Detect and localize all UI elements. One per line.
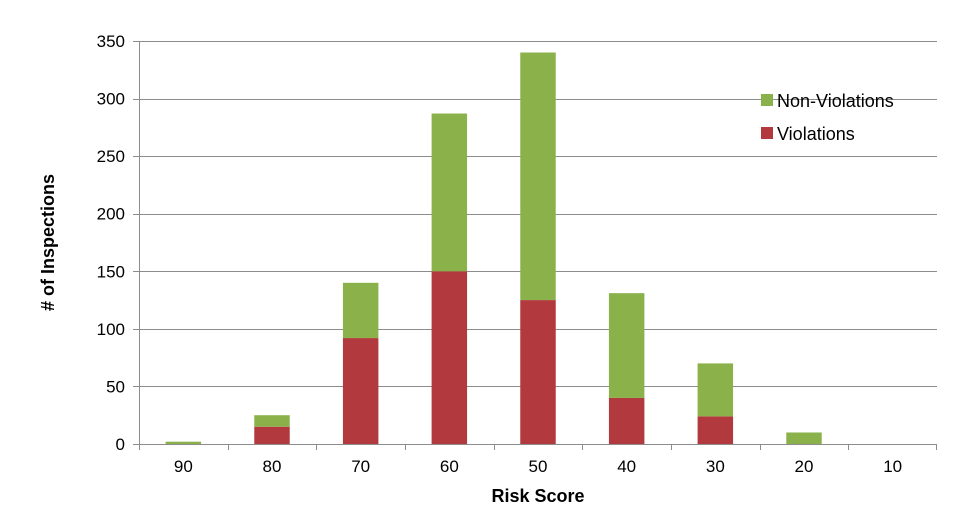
bar-non-violations-20 <box>786 432 822 444</box>
y-tick-label: 50 <box>106 377 125 396</box>
y-tick-label: 0 <box>116 435 125 454</box>
bars <box>165 52 822 444</box>
x-tick-labels: 90 80 70 60 50 40 30 20 10 <box>174 457 902 476</box>
x-tick-label: 50 <box>529 457 548 476</box>
y-axis-title: # of Inspections <box>38 174 58 311</box>
bar-non-violations-80 <box>254 415 290 427</box>
x-tick-label: 80 <box>263 457 282 476</box>
y-tick-label: 350 <box>97 32 125 51</box>
bar-violations-40 <box>608 397 645 444</box>
legend-swatch-non-violations <box>761 94 773 106</box>
bar-violations-70 <box>342 338 379 444</box>
x-tick-label: 10 <box>883 457 902 476</box>
bar-violations-50 <box>520 300 556 444</box>
axes <box>133 41 937 450</box>
bar-non-violations-70 <box>342 282 379 339</box>
bar-violations-80 <box>254 426 290 444</box>
bar-non-violations-50 <box>520 52 556 301</box>
y-tick-label: 300 <box>97 90 125 109</box>
legend-label-violations: Violations <box>777 124 855 144</box>
legend: Non-Violations Violations <box>761 91 894 144</box>
bar-violations-60 <box>431 271 468 444</box>
y-tick-label: 150 <box>97 262 125 281</box>
y-tick-label: 100 <box>97 320 125 339</box>
bar-non-violations-30 <box>697 363 734 417</box>
bar-violations-30 <box>697 416 734 444</box>
y-tick-labels: 0 50 100 150 200 250 300 350 <box>97 32 125 454</box>
x-axis-title: Risk Score <box>491 486 584 506</box>
y-tick-label: 200 <box>97 205 125 224</box>
legend-swatch-violations <box>761 127 773 139</box>
x-tick-label: 40 <box>617 457 636 476</box>
x-tick-label: 30 <box>706 457 725 476</box>
bar-non-violations-90 <box>165 441 202 444</box>
y-tick-label: 250 <box>97 147 125 166</box>
legend-label-non-violations: Non-Violations <box>777 91 894 111</box>
x-tick-label: 20 <box>795 457 814 476</box>
x-tick-label: 70 <box>351 457 370 476</box>
x-tick-label: 60 <box>440 457 459 476</box>
bar-non-violations-40 <box>608 293 645 398</box>
x-tick-label: 90 <box>174 457 193 476</box>
bar-non-violations-60 <box>431 113 468 272</box>
